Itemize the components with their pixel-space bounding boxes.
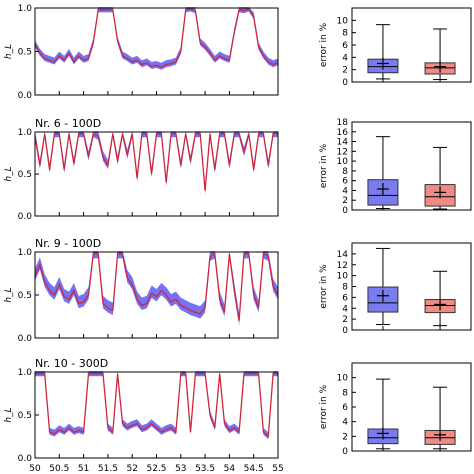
box-measured bbox=[367, 378, 399, 450]
x-tick-label: 51 bbox=[78, 464, 89, 474]
y-axis-label: h_L bbox=[4, 44, 14, 59]
y-axis-label: h_L bbox=[4, 166, 14, 181]
y-axis-label: h_L bbox=[4, 287, 14, 302]
box-measured bbox=[367, 136, 399, 210]
box-model bbox=[424, 386, 456, 450]
y-tick-label: 2 bbox=[342, 66, 348, 76]
y-tick-label: 6 bbox=[342, 41, 348, 51]
y-tick-label: 18 bbox=[337, 118, 349, 128]
y-tick-label: 2 bbox=[342, 432, 348, 442]
line-panel bbox=[34, 131, 278, 195]
measured-band bbox=[35, 7, 278, 70]
y-tick-label: 0.0 bbox=[18, 334, 33, 344]
box-axes-frame bbox=[351, 121, 472, 211]
y-tick-label: 0.0 bbox=[18, 91, 33, 101]
y-tick-label: 2 bbox=[342, 196, 348, 206]
y-tick-label: 10 bbox=[337, 157, 349, 167]
y-tick-label: 0.0 bbox=[18, 212, 33, 222]
y-axis-label: error in % bbox=[319, 143, 329, 188]
y-tick-label: 2 bbox=[342, 315, 348, 325]
y-tick-label: 1.0 bbox=[18, 368, 33, 378]
y-tick-label: 12 bbox=[337, 261, 348, 271]
y-tick-label: 8 bbox=[342, 167, 348, 177]
measured-band bbox=[35, 371, 278, 440]
line-axes-frame bbox=[34, 7, 279, 96]
y-tick-label: 0.5 bbox=[18, 411, 32, 421]
x-tick-label: 53 bbox=[175, 464, 186, 474]
panel-title: Nr. 9 - 100D bbox=[35, 237, 101, 250]
y-tick-label: 0.0 bbox=[18, 454, 33, 464]
x-tick-label: 50.5 bbox=[49, 464, 69, 474]
y-axis-label: error in % bbox=[319, 22, 329, 67]
box-measured bbox=[367, 24, 399, 80]
box-model bbox=[424, 28, 456, 81]
y-tick-label: 14 bbox=[337, 250, 349, 260]
x-tick-label: 53.5 bbox=[195, 464, 215, 474]
y-tick-label: 10 bbox=[337, 374, 349, 384]
y-tick-label: 1.0 bbox=[18, 4, 33, 14]
y-tick-label: 0 bbox=[342, 206, 348, 216]
y-tick-label: 4 bbox=[342, 186, 348, 196]
x-tick-label: 52 bbox=[126, 464, 137, 474]
panel-title: Nr. 10 - 300D bbox=[35, 357, 108, 370]
x-tick-label: 54.5 bbox=[244, 464, 264, 474]
y-tick-label: 10 bbox=[337, 16, 349, 26]
y-tick-label: 1.0 bbox=[18, 248, 33, 258]
y-axis-label: error in % bbox=[319, 264, 329, 309]
x-tick-label: 54 bbox=[224, 464, 236, 474]
y-tick-label: 16 bbox=[337, 128, 349, 138]
line-panel bbox=[35, 371, 278, 440]
line-panel bbox=[34, 7, 279, 70]
y-tick-label: 0.5 bbox=[18, 291, 32, 301]
y-tick-label: 4 bbox=[342, 304, 348, 314]
y-tick-label: 0 bbox=[342, 326, 348, 336]
y-tick-label: 10 bbox=[337, 272, 349, 282]
measured-band bbox=[35, 131, 278, 195]
y-tick-label: 6 bbox=[342, 403, 348, 413]
y-tick-label: 6 bbox=[342, 293, 348, 303]
x-tick-label: 51.5 bbox=[98, 464, 118, 474]
panel-title: Nr. 6 - 100D bbox=[35, 117, 101, 130]
y-tick-label: 0 bbox=[342, 78, 348, 88]
line-panel bbox=[34, 251, 279, 326]
y-tick-label: 0.5 bbox=[18, 170, 32, 180]
box-measured bbox=[367, 247, 399, 326]
model-line bbox=[35, 373, 278, 438]
y-tick-label: 0 bbox=[342, 447, 348, 457]
x-tick-label: 50 bbox=[29, 464, 41, 474]
y-tick-label: 12 bbox=[337, 147, 348, 157]
box-model bbox=[424, 146, 456, 210]
model-line bbox=[34, 252, 279, 321]
y-axis-label: error in % bbox=[319, 384, 329, 429]
x-tick-label: 52.5 bbox=[146, 464, 166, 474]
y-tick-label: 0.5 bbox=[18, 48, 32, 58]
x-tick-label: 55 bbox=[272, 464, 283, 474]
y-tick-label: 8 bbox=[342, 283, 348, 293]
y-tick-label: 1.0 bbox=[18, 128, 33, 138]
box-axes-frame bbox=[351, 242, 472, 331]
y-tick-label: 8 bbox=[342, 388, 348, 398]
y-tick-label: 4 bbox=[342, 53, 348, 63]
y-axis-label: h_L bbox=[4, 407, 14, 422]
box-model bbox=[424, 270, 456, 327]
model-line bbox=[34, 8, 279, 68]
y-tick-label: 4 bbox=[342, 418, 348, 428]
y-tick-label: 14 bbox=[337, 138, 349, 148]
y-tick-label: 6 bbox=[342, 177, 348, 187]
line-axes-frame bbox=[34, 371, 279, 459]
y-tick-label: 8 bbox=[342, 29, 348, 39]
model-line bbox=[34, 132, 278, 191]
